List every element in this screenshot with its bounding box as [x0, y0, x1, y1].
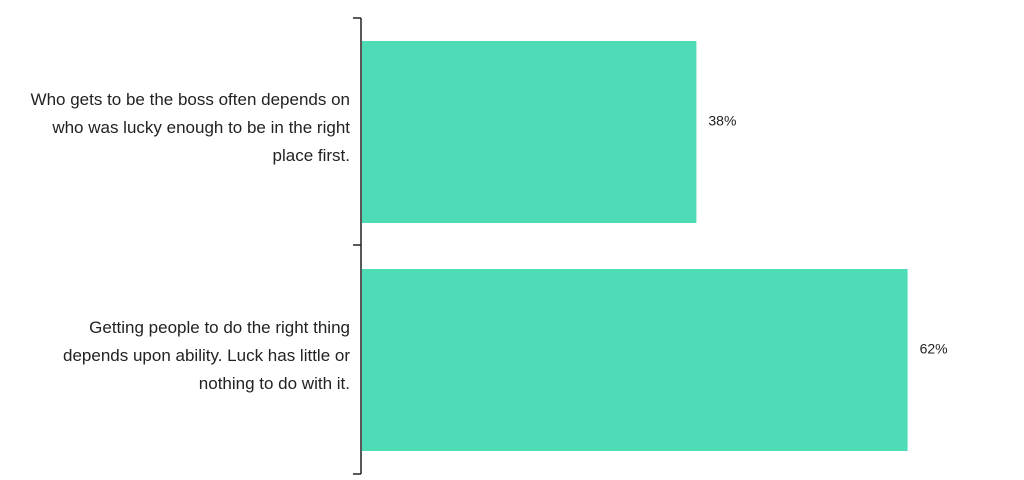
- value-label: 38%: [708, 113, 736, 129]
- bar: [362, 269, 908, 451]
- category-label: Getting people to do the right thing dep…: [63, 318, 350, 393]
- value-label: 62%: [920, 341, 948, 357]
- category-label: Who gets to be the boss often depends on…: [30, 90, 350, 165]
- bar: [362, 41, 697, 223]
